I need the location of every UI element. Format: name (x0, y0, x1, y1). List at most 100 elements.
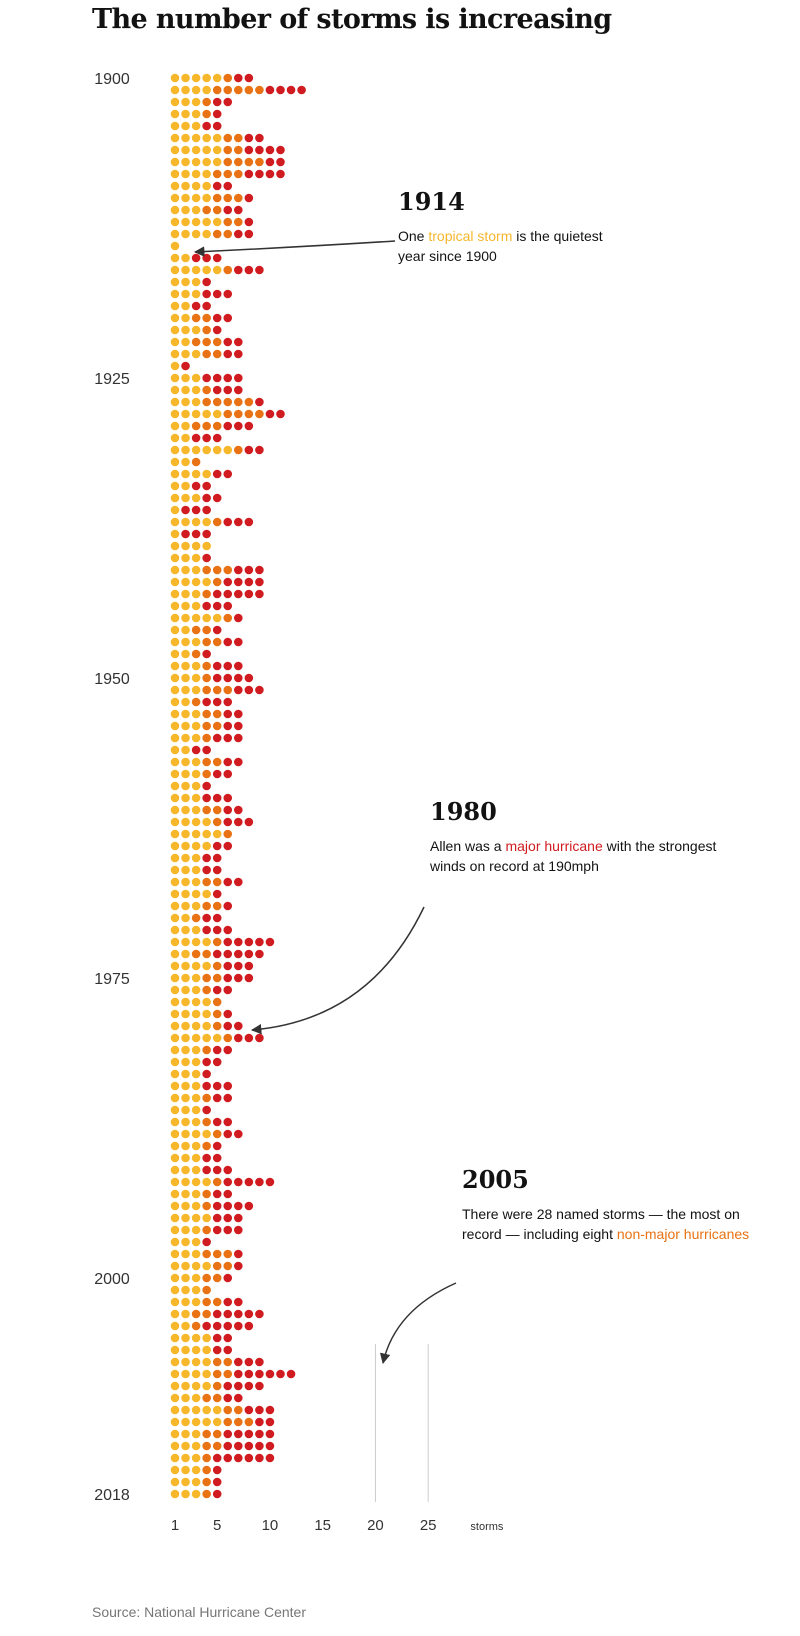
non-major-hurricane-dot (212, 193, 222, 203)
tropical-storm-dot (181, 661, 190, 671)
tropical-storm-dot (181, 1105, 190, 1115)
major-hurricane-dot (212, 1081, 222, 1091)
major-hurricane-dot (223, 733, 233, 743)
tropical-storm-dot (170, 1429, 180, 1439)
major-hurricane-dot (223, 1321, 233, 1331)
tropical-storm-dot (191, 1177, 201, 1187)
non-major-hurricane-dot (234, 145, 243, 155)
non-major-hurricane-dot (202, 589, 211, 599)
non-major-hurricane-dot (202, 661, 211, 671)
major-hurricane-dot (255, 565, 264, 575)
tropical-storm-dot (170, 1225, 180, 1235)
tropical-storm-dot (170, 1417, 180, 1427)
major-hurricane-dot (255, 1033, 264, 1043)
non-major-hurricane-dot (202, 685, 211, 695)
major-hurricane-dot (223, 985, 233, 995)
major-hurricane-dot (255, 1177, 264, 1187)
non-major-hurricane-dot (223, 565, 233, 575)
non-major-hurricane-dot (202, 349, 211, 359)
major-hurricane-dot (223, 757, 233, 767)
tropical-storm-dot (181, 1093, 190, 1103)
tropical-storm-dot (202, 1213, 211, 1223)
annotation-arrows (193, 240, 457, 1365)
major-hurricane-dot (191, 433, 201, 443)
major-hurricane-dot (223, 589, 233, 599)
major-hurricane-dot (202, 493, 211, 503)
major-hurricane-dot (223, 925, 233, 935)
tropical-storm-dot (191, 1081, 201, 1091)
highlight-tropical-storm: tropical storm (428, 228, 513, 244)
major-hurricane-dot (255, 589, 264, 599)
major-hurricane-dot (212, 493, 222, 503)
non-major-hurricane-dot (212, 709, 222, 719)
major-hurricane-dot (212, 589, 222, 599)
non-major-hurricane-dot (212, 1441, 222, 1451)
major-hurricane-dot (202, 253, 211, 263)
non-major-hurricane-dot (223, 229, 233, 239)
tropical-storm-dot (170, 193, 180, 203)
major-hurricane-dot (244, 229, 254, 239)
tropical-storm-dot (170, 961, 180, 971)
tropical-storm-dot (202, 517, 211, 527)
tropical-storm-dot (181, 205, 190, 215)
major-hurricane-dot (265, 1441, 275, 1451)
major-hurricane-dot (223, 937, 233, 947)
major-hurricane-dot (212, 1453, 222, 1463)
tropical-storm-dot (191, 1117, 201, 1127)
major-hurricane-dot (234, 1381, 243, 1391)
major-hurricane-dot (234, 385, 243, 395)
tropical-storm-dot (191, 613, 201, 623)
non-major-hurricane-dot (202, 1249, 211, 1259)
major-hurricane-dot (234, 1309, 243, 1319)
non-major-hurricane-dot (212, 421, 222, 431)
major-hurricane-dot (255, 1429, 264, 1439)
non-major-hurricane-dot (202, 205, 211, 215)
tropical-storm-dot (181, 865, 190, 875)
tropical-storm-dot (170, 1477, 180, 1487)
storm-dots (170, 73, 306, 1499)
non-major-hurricane-dot (212, 229, 222, 239)
tropical-storm-dot (181, 853, 190, 863)
tropical-storm-dot (170, 97, 180, 107)
tropical-storm-dot (191, 1273, 201, 1283)
tropical-storm-dot (191, 217, 201, 227)
major-hurricane-dot (255, 445, 264, 455)
non-major-hurricane-dot (223, 193, 233, 203)
non-major-hurricane-dot (191, 949, 201, 959)
tropical-storm-dot (181, 313, 190, 323)
tropical-storm-dot (170, 1129, 180, 1139)
major-hurricane-dot (244, 1033, 254, 1043)
tropical-storm-dot (170, 937, 180, 947)
tropical-storm-dot (191, 1381, 201, 1391)
tropical-storm-dot (170, 1393, 180, 1403)
non-major-hurricane-dot (223, 1033, 233, 1043)
major-hurricane-dot (276, 145, 285, 155)
tropical-storm-dot (181, 73, 190, 83)
major-hurricane-dot (212, 1093, 222, 1103)
tropical-storm-dot (202, 1033, 211, 1043)
tropical-storm-dot (181, 85, 190, 95)
major-hurricane-dot (223, 1453, 233, 1463)
tropical-storm-dot (191, 757, 201, 767)
non-major-hurricane-dot (223, 1261, 233, 1271)
tropical-storm-dot (191, 493, 201, 503)
major-hurricane-dot (276, 85, 285, 95)
tropical-storm-dot (212, 73, 222, 83)
major-hurricane-dot (202, 1153, 211, 1163)
tropical-storm-dot (191, 1429, 201, 1439)
non-major-hurricane-dot (212, 1249, 222, 1259)
tropical-storm-dot (191, 1189, 201, 1199)
tropical-storm-dot (170, 217, 180, 227)
major-hurricane-dot (244, 1357, 254, 1367)
major-hurricane-dot (265, 169, 275, 179)
major-hurricane-dot (202, 1165, 211, 1175)
non-major-hurricane-dot (202, 1093, 211, 1103)
tropical-storm-dot (191, 877, 201, 887)
major-hurricane-dot (212, 1165, 222, 1175)
non-major-hurricane-dot (191, 457, 201, 467)
tropical-storm-dot (191, 445, 201, 455)
major-hurricane-dot (223, 805, 233, 815)
tropical-storm-dot (170, 601, 180, 611)
major-hurricane-dot (265, 1177, 275, 1187)
